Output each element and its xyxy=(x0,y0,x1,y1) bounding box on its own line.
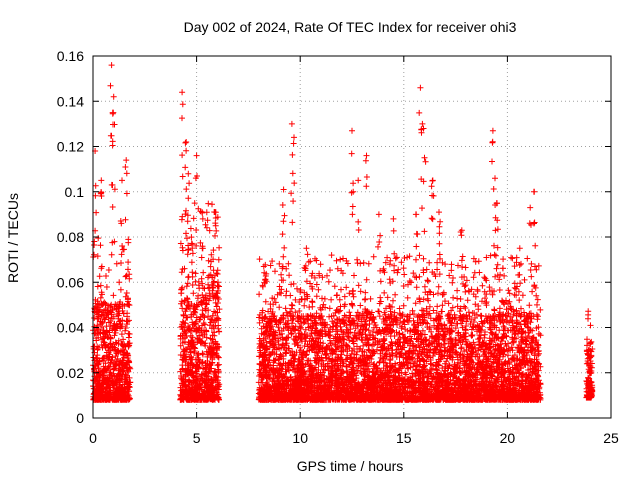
axis-ticks xyxy=(92,55,612,419)
x-axis-label: GPS time / hours xyxy=(297,458,404,474)
x-tick-label: 0 xyxy=(89,430,97,446)
grid-lines xyxy=(93,56,611,418)
y-tick-label: 0.02 xyxy=(57,365,84,381)
x-tick-label: 25 xyxy=(603,430,619,446)
y-tick-label: 0.16 xyxy=(57,48,84,64)
x-tick-label: 10 xyxy=(292,430,308,446)
y-tick-label: 0 xyxy=(76,410,84,426)
y-tick-label: 0.1 xyxy=(65,184,85,200)
y-tick-labels: 0 0.02 0.04 0.06 0.08 0.1 0.12 0.14 0.16 xyxy=(57,48,84,426)
data-points xyxy=(90,62,596,403)
y-tick-label: 0.14 xyxy=(57,93,84,109)
x-tick-label: 20 xyxy=(500,430,516,446)
x-tick-label: 5 xyxy=(193,430,201,446)
y-tick-label: 0.08 xyxy=(57,229,84,245)
chart-title: Day 002 of 2024, Rate Of TEC Index for r… xyxy=(184,19,517,35)
y-axis-label: ROTI / TECUs xyxy=(5,193,21,283)
y-tick-label: 0.04 xyxy=(57,320,84,336)
roti-markers xyxy=(90,62,596,403)
x-tick-label: 15 xyxy=(396,430,412,446)
y-tick-label: 0.12 xyxy=(57,139,84,155)
x-tick-labels: 0 5 10 15 20 25 xyxy=(89,430,619,446)
y-tick-label: 0.06 xyxy=(57,274,84,290)
